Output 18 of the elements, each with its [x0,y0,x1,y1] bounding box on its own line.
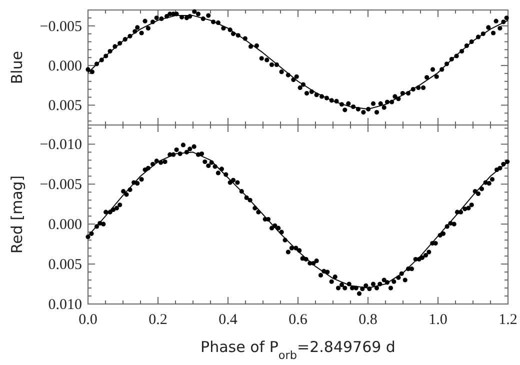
x-tick-label: 1.0 [428,312,448,328]
x-axis-title: Phase of P$_{orb}$=2.849769 d [200,338,396,362]
x-tick-label: 1.2 [498,312,518,328]
y-tick-label: 0.005 [48,98,82,114]
y-axis-title: Blue [8,50,26,84]
y-tick-label: 0.010 [48,297,82,313]
x-tick-label: 0.4 [218,312,238,328]
x-tick-label: 0.0 [78,312,98,328]
y-tick-label: 0.000 [48,217,82,234]
y-tick-label: −0.005 [40,177,82,194]
y-tick-label: 0.005 [48,257,82,274]
y-tick-label: −0.005 [40,18,82,35]
x-tick-label: 0.2 [148,312,168,328]
y-tick-label: 0.000 [48,58,82,75]
x-tick-label: 0.8 [358,312,378,328]
y-axis-title: Red [mag] [8,175,26,254]
y-tick-label: −0.010 [40,137,82,154]
x-tick-label: 0.6 [288,312,308,328]
